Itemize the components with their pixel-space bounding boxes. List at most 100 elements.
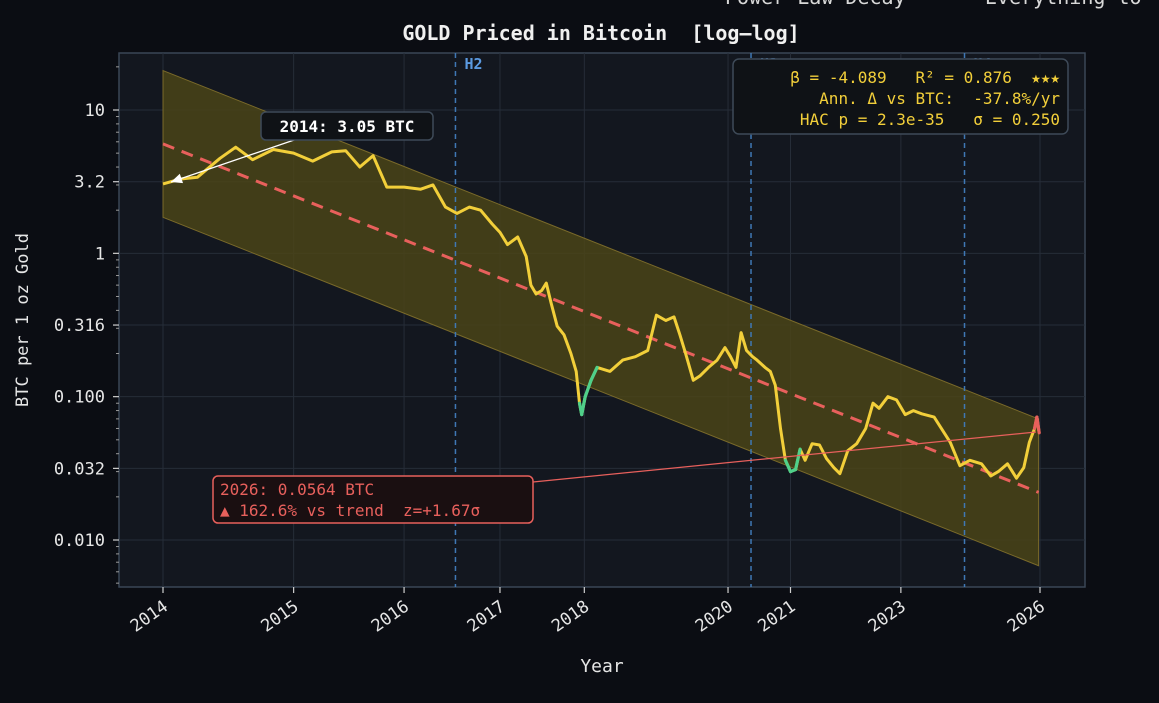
price-point-9 bbox=[331, 151, 333, 153]
chart-title: GOLD Priced in Bitcoin [log–log] bbox=[402, 21, 799, 45]
annotation-end-line-2: ▲ 162.6% vs trend z=+1.67σ bbox=[220, 501, 480, 520]
price-point-61 bbox=[769, 371, 771, 373]
price-point-34 bbox=[575, 371, 577, 373]
price-point-63 bbox=[780, 428, 782, 430]
price-point-4 bbox=[235, 146, 237, 148]
price-point-69 bbox=[811, 443, 813, 445]
price-point-46 bbox=[673, 316, 675, 318]
annotation-start-text: 2014: 3.05 BTC bbox=[280, 117, 415, 136]
price-point-48 bbox=[685, 353, 687, 355]
price-point-94 bbox=[1029, 442, 1031, 444]
price-segment-36 bbox=[580, 395, 587, 417]
price-point-45 bbox=[665, 320, 667, 322]
price-point-49 bbox=[693, 380, 695, 382]
price-point-76 bbox=[865, 428, 867, 430]
price-point-28 bbox=[541, 290, 543, 292]
price-point-87 bbox=[969, 459, 971, 461]
price-point-15 bbox=[420, 188, 422, 190]
price-point-43 bbox=[647, 350, 649, 352]
price-point-82 bbox=[913, 410, 915, 412]
price-point-20 bbox=[480, 209, 482, 211]
y-tick-label-4: 0.100 bbox=[54, 388, 105, 408]
price-point-55 bbox=[735, 367, 737, 369]
price-point-19 bbox=[469, 206, 471, 208]
halving-label-0: H2 bbox=[464, 55, 482, 73]
price-point-53 bbox=[724, 347, 726, 349]
price-point-3 bbox=[219, 158, 221, 160]
price-point-27 bbox=[535, 293, 537, 295]
price-point-83 bbox=[921, 413, 923, 415]
price-segment-96 bbox=[1035, 415, 1041, 435]
price-point-90 bbox=[998, 471, 1000, 473]
price-point-13 bbox=[386, 186, 388, 188]
price-point-71 bbox=[826, 458, 828, 460]
price-point-85 bbox=[949, 442, 951, 444]
price-point-77 bbox=[872, 402, 874, 404]
price-point-93 bbox=[1023, 467, 1025, 469]
trend-dashed-line bbox=[162, 142, 1040, 494]
annotation-end-line-1: 2026: 0.0564 BTC bbox=[220, 480, 374, 499]
price-point-78 bbox=[878, 407, 880, 409]
price-point-51 bbox=[708, 367, 710, 369]
price-segment-38 bbox=[589, 365, 599, 382]
price-point-38 bbox=[590, 380, 592, 382]
price-point-72 bbox=[833, 467, 835, 469]
y-tick-label-6: 0.010 bbox=[54, 531, 105, 551]
price-point-32 bbox=[563, 334, 565, 336]
x-tick-label-3: 2017 bbox=[464, 597, 509, 637]
price-point-44 bbox=[656, 314, 658, 316]
annotation-start: 2014: 3.05 BTC bbox=[170, 111, 434, 184]
price-series bbox=[162, 145, 1041, 480]
trend-line bbox=[162, 142, 1040, 494]
price-point-58 bbox=[752, 356, 754, 358]
price-point-97 bbox=[1038, 432, 1040, 434]
price-point-60 bbox=[764, 367, 766, 369]
price-point-22 bbox=[499, 232, 501, 234]
y-axis-label: BTC per 1 oz Gold bbox=[13, 233, 33, 407]
price-point-41 bbox=[622, 359, 624, 361]
x-tick-label-1: 2015 bbox=[257, 597, 302, 637]
price-point-79 bbox=[887, 396, 889, 398]
price-point-86 bbox=[959, 465, 961, 467]
price-point-17 bbox=[445, 206, 447, 208]
price-point-50 bbox=[699, 375, 701, 377]
price-point-26 bbox=[530, 284, 532, 286]
price-point-8 bbox=[312, 160, 314, 162]
y-tick-label-5: 0.032 bbox=[54, 459, 105, 479]
price-point-39 bbox=[596, 367, 598, 369]
price-point-91 bbox=[1007, 463, 1009, 465]
y-tick-label-2: 1 bbox=[95, 244, 105, 264]
price-point-0 bbox=[162, 183, 164, 185]
price-point-36 bbox=[581, 414, 583, 416]
x-tick-label-2: 2016 bbox=[368, 597, 413, 637]
price-point-96 bbox=[1036, 416, 1038, 418]
price-point-81 bbox=[904, 414, 906, 416]
price-point-40 bbox=[609, 371, 611, 373]
stats-box: β = -4.089 R² = 0.876 ★★★ Ann. Δ vs BTC:… bbox=[732, 58, 1069, 135]
price-point-68 bbox=[804, 459, 806, 461]
x-tick-label-6: 2021 bbox=[754, 597, 799, 637]
stats-line-3: HAC p = 2.3e-35 σ = 0.250 bbox=[800, 110, 1060, 129]
price-point-24 bbox=[517, 236, 519, 238]
stats-line-2: Ann. Δ vs BTC: -37.8%/yr bbox=[819, 89, 1060, 108]
price-segment-37 bbox=[583, 378, 593, 399]
x-axis-ticks: 2014 2015 2016 2017 2018 2020 2021 2023 2026 bbox=[127, 587, 1049, 637]
x-tick-label-5: 2020 bbox=[692, 597, 737, 637]
x-tick-label-0: 2014 bbox=[127, 597, 172, 637]
price-point-37 bbox=[584, 396, 586, 398]
price-point-18 bbox=[456, 213, 458, 215]
price-point-92 bbox=[1016, 477, 1018, 479]
y-tick-label-1: 3.2 bbox=[74, 173, 105, 193]
price-point-29 bbox=[545, 282, 547, 284]
price-point-25 bbox=[525, 256, 527, 258]
price-point-23 bbox=[507, 244, 509, 246]
price-point-31 bbox=[556, 325, 558, 327]
price-point-7 bbox=[293, 152, 295, 154]
y-tick-label-0: 10 bbox=[85, 101, 105, 121]
price-point-80 bbox=[896, 399, 898, 401]
y-axis-ticks: 10 3.2 1 0.316 0.100 0.032 0.010 bbox=[54, 66, 119, 584]
price-point-42 bbox=[635, 356, 637, 358]
annotation-end: 2026: 0.0564 BTC ▲ 162.6% vs trend z=+1.… bbox=[212, 431, 1037, 524]
